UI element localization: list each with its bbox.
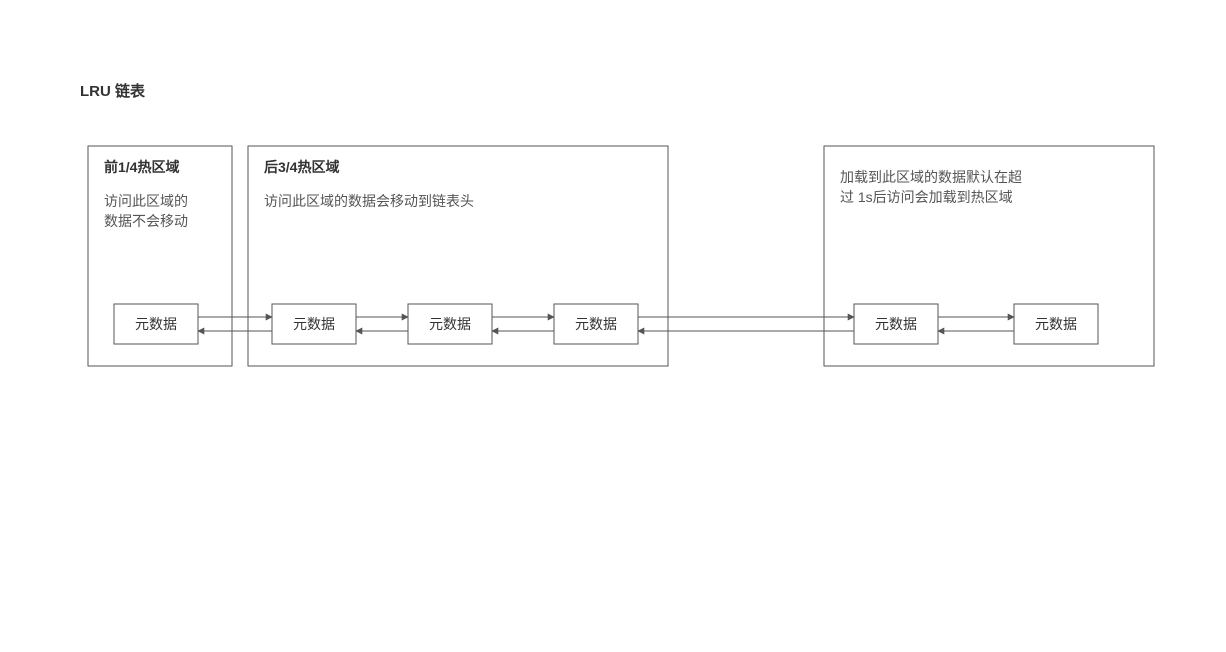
metadata-node-label: 元数据: [875, 316, 917, 332]
region-desc-hot_back: 访问此区域的数据会移动到链表头: [264, 193, 474, 209]
metadata-node-label: 元数据: [135, 316, 177, 332]
metadata-node-label: 元数据: [575, 316, 617, 332]
region-title-hot_back: 后3/4热区域: [264, 159, 339, 175]
metadata-node-label: 元数据: [293, 316, 335, 332]
metadata-node-label: 元数据: [429, 316, 471, 332]
region-desc-hot_front: 数据不会移动: [104, 213, 188, 229]
region-desc-cold: 过 1s后访问会加载到热区域: [840, 189, 1013, 205]
region-desc-cold: 加载到此区域的数据默认在超: [840, 169, 1022, 185]
region-title-hot_front: 前1/4热区域: [104, 159, 179, 175]
diagram-title: LRU 链表: [80, 82, 146, 100]
region-desc-hot_front: 访问此区域的: [104, 193, 188, 209]
metadata-node-label: 元数据: [1035, 316, 1077, 332]
